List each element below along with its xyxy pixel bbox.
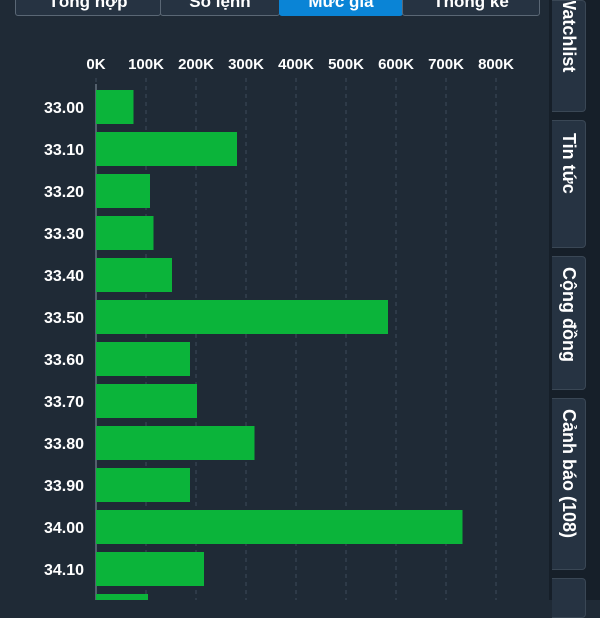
sidebar-item-label: Watchlist [559,0,579,73]
bar [96,258,172,292]
category-label: 34.10 [44,562,84,579]
tab-bar: Tổng hợp Sổ lệnh Mức giá Thống kê [0,0,549,16]
x-tick-label: 600K [378,56,414,73]
bar [96,426,255,460]
category-label: 33.50 [44,310,84,327]
x-tick-label: 700K [428,56,464,73]
bar [96,216,154,250]
category-label: 33.40 [44,268,84,285]
x-tick-label: 100K [128,56,164,73]
right-sidebar: Watchlist Tin tức Cộng đồng Cảnh báo (10… [549,0,600,618]
category-label: 34.00 [44,520,84,537]
bar [96,342,190,376]
x-tick-label: 0K [86,56,105,73]
category-label: 33.10 [44,142,84,159]
price-level-chart: 0K 100K 200K 300K 400K 500K 600K 700K 800K 33.00 3… [44,56,514,600]
bar [96,468,190,502]
bar [96,384,197,418]
x-tick-label: 500K [328,56,364,73]
sidebar-tab-more[interactable] [552,578,586,618]
category-label: 33.20 [44,184,84,201]
bar [96,90,134,124]
category-label: 33.60 [44,352,84,369]
bar [96,132,237,166]
bar [96,300,388,334]
x-tick-label: 800K [478,56,514,73]
sidebar-item-label: Cộng đồng [559,267,579,362]
category-label: 33.80 [44,436,84,453]
x-tick-label: 300K [228,56,264,73]
sidebar-tab-community[interactable]: Cộng đồng [552,256,586,390]
tab-thong-ke[interactable]: Thống kê [402,0,540,16]
bar [96,510,463,544]
category-label: 33.30 [44,226,84,243]
sidebar-tab-watchlist[interactable]: Watchlist [552,0,586,112]
sidebar-tab-news[interactable]: Tin tức [552,120,586,248]
category-label: 33.90 [44,478,84,495]
sidebar-tab-alerts[interactable]: Cảnh báo (108) [552,398,586,570]
bar-partial [96,594,148,600]
category-label: 33.00 [44,100,84,117]
bar [96,552,204,586]
bar [96,174,150,208]
category-label: 33.70 [44,394,84,411]
x-tick-label: 200K [178,56,214,73]
main-panel: Tổng hợp Sổ lệnh Mức giá Thống kê 0K 100K… [0,0,549,600]
x-tick-label: 400K [278,56,314,73]
sidebar-item-label: Tin tức [559,133,579,194]
sidebar-item-label: Cảnh báo (108) [559,409,579,539]
